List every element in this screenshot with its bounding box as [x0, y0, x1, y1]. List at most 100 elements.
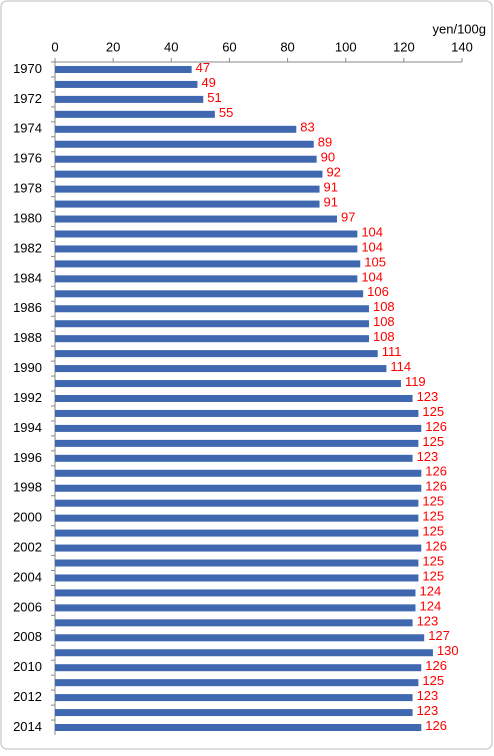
y-tick-label: 2012 — [13, 689, 42, 704]
y-tick-label: 1994 — [13, 420, 42, 435]
y-tick-label: 1988 — [13, 330, 42, 345]
bar — [55, 95, 204, 103]
data-label: 111 — [382, 344, 402, 359]
bar — [55, 155, 317, 163]
data-label: 114 — [390, 359, 411, 374]
unit-label: yen/100g — [433, 21, 487, 36]
bar — [55, 574, 419, 582]
data-label: 123 — [417, 449, 439, 464]
bar — [55, 724, 422, 732]
data-label: 108 — [373, 329, 395, 344]
data-label: 119 — [405, 374, 426, 389]
y-tick-label: 1990 — [13, 360, 42, 375]
y-tick-label: 1996 — [13, 450, 42, 465]
bar — [55, 499, 419, 507]
bar — [55, 409, 419, 417]
data-label: 108 — [373, 314, 395, 329]
bar — [55, 350, 378, 358]
y-tick-label: 1974 — [13, 121, 42, 136]
bar — [55, 230, 358, 238]
data-label: 124 — [419, 598, 441, 613]
data-label: 123 — [417, 688, 439, 703]
bar — [55, 709, 413, 717]
data-label: 106 — [367, 284, 389, 299]
y-tick-label: 1982 — [13, 240, 42, 255]
bar — [55, 170, 323, 178]
data-label: 127 — [428, 628, 450, 643]
bar — [55, 694, 413, 702]
data-label: 91 — [324, 180, 338, 195]
bar — [55, 185, 320, 193]
data-label: 125 — [422, 524, 444, 539]
data-label: 90 — [321, 150, 335, 165]
x-tick-label: 0 — [51, 39, 58, 54]
y-tick-label: 2000 — [13, 510, 42, 525]
data-label: 104 — [361, 239, 383, 254]
bar — [55, 290, 364, 298]
y-tick-label: 2002 — [13, 539, 42, 554]
bar — [55, 529, 419, 537]
bar — [55, 619, 413, 627]
y-tick-label: 1978 — [13, 181, 42, 196]
bar — [55, 335, 369, 343]
data-label: 125 — [422, 568, 444, 583]
y-tick-label: 1976 — [13, 151, 42, 166]
data-label: 125 — [422, 404, 444, 419]
bar — [55, 664, 422, 672]
bar — [55, 215, 337, 223]
bar — [55, 380, 401, 388]
bar — [55, 305, 369, 313]
y-tick-label: 1992 — [13, 390, 42, 405]
y-tick-label: 1972 — [13, 91, 42, 106]
y-tick-label: 1984 — [13, 270, 42, 285]
data-label: 126 — [425, 538, 447, 553]
bar — [55, 125, 297, 133]
bar — [55, 140, 314, 148]
y-tick-label: 1998 — [13, 480, 42, 495]
y-tick-label: 2008 — [13, 629, 42, 644]
bar — [55, 559, 419, 567]
data-label: 126 — [425, 419, 447, 434]
y-tick-label: 1980 — [13, 210, 42, 225]
data-label: 125 — [422, 509, 444, 524]
bar — [55, 604, 416, 612]
y-tick-label: 1986 — [13, 300, 42, 315]
data-label: 126 — [425, 479, 447, 494]
data-label: 47 — [196, 60, 210, 75]
y-tick-label: 2004 — [13, 569, 42, 584]
data-label: 104 — [361, 269, 383, 284]
data-label: 97 — [341, 209, 355, 224]
bar — [55, 260, 361, 268]
bar — [55, 679, 419, 687]
bar — [55, 80, 198, 88]
data-label: 125 — [422, 494, 444, 509]
bar — [55, 589, 416, 597]
data-label: 92 — [326, 165, 340, 180]
bar — [55, 245, 358, 253]
x-tick-label: 40 — [164, 39, 178, 54]
data-label: 105 — [364, 254, 386, 269]
y-tick-label: 1970 — [13, 61, 42, 76]
data-label: 125 — [422, 553, 444, 568]
data-label: 108 — [373, 299, 395, 314]
x-tick-label: 140 — [451, 39, 473, 54]
y-tick-label: 2014 — [13, 719, 42, 734]
data-label: 124 — [419, 583, 441, 598]
bar — [55, 484, 422, 492]
bar — [55, 65, 192, 73]
bar — [55, 454, 413, 462]
data-label: 123 — [417, 613, 439, 628]
x-tick-label: 120 — [393, 39, 415, 54]
bar — [55, 469, 422, 477]
bar — [55, 320, 369, 328]
x-tick-label: 100 — [335, 39, 357, 54]
data-label: 126 — [425, 464, 447, 479]
y-tick-label: 2010 — [13, 659, 42, 674]
data-label: 51 — [207, 90, 221, 105]
data-label: 130 — [437, 643, 459, 658]
data-label: 125 — [422, 673, 444, 688]
data-label: 126 — [425, 718, 447, 733]
data-label: 83 — [300, 120, 314, 135]
data-label: 123 — [417, 389, 439, 404]
